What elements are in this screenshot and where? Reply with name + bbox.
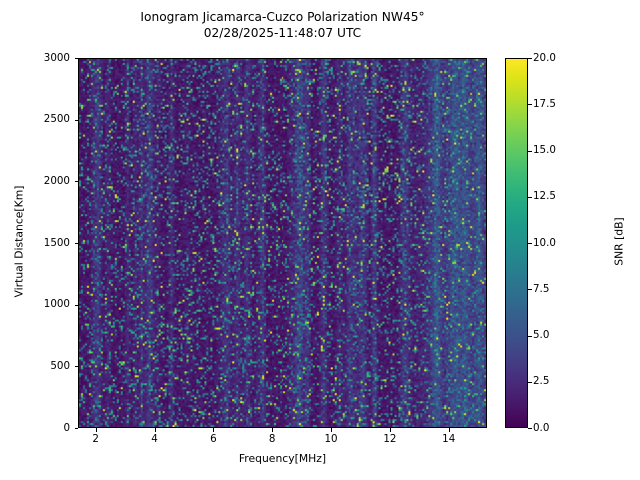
colorbar-ticklabel: 0.0: [533, 421, 550, 434]
y-tickmark: [74, 119, 78, 121]
colorbar-gradient: [505, 58, 528, 428]
colorbar-ticklabel: 2.5: [533, 375, 550, 388]
x-ticklabel: 10: [324, 433, 338, 445]
plot-title-line-2: 02/28/2025-11:48:07 UTC: [203, 25, 362, 40]
plot-title-line-1: Ionogram Jicamarca-Cuzco Polarization NW…: [140, 10, 425, 24]
y-tickmark: [74, 243, 78, 244]
colorbar-tickmark: [528, 104, 532, 106]
y-ticklabel: 2500: [43, 113, 70, 126]
y-tickmark: [74, 366, 78, 368]
x-ticklabel: 4: [151, 433, 158, 445]
x-ticklabel: 2: [92, 433, 99, 445]
ionogram-heatmap-canvas: [79, 59, 486, 427]
x-tickmark: [213, 428, 215, 432]
x-axis-label: Frequency[MHz]: [238, 452, 327, 465]
colorbar-tickmark: [528, 428, 532, 429]
colorbar-label: SNR [dB]: [612, 217, 626, 266]
x-tickmark: [389, 428, 391, 432]
colorbar-tickmark: [528, 335, 532, 337]
y-ticklabel: 500: [50, 359, 70, 372]
heatmap-axes: [78, 58, 487, 428]
y-tickmark: [74, 428, 78, 429]
colorbar-ticklabel: 7.5: [533, 282, 550, 295]
x-tickmark: [272, 428, 274, 432]
y-tickmark: [74, 181, 78, 183]
y-tickmark: [74, 58, 78, 59]
colorbar-ticklabel: 15.0: [533, 144, 556, 156]
colorbar-ticklabel: 12.5: [533, 190, 556, 203]
colorbar-tickmark: [528, 196, 532, 198]
colorbar-ticklabel: 5.0: [533, 329, 550, 341]
colorbar-tickmark: [528, 381, 532, 383]
y-ticklabel: 1500: [43, 236, 70, 249]
colorbar-tickmark: [528, 289, 532, 291]
y-ticklabel: 0: [63, 421, 70, 434]
x-tickmark: [448, 428, 450, 432]
x-tickmark: [154, 428, 156, 432]
y-ticklabel: 3000: [43, 51, 70, 64]
x-tickmark: [331, 428, 333, 432]
y-tickmark: [74, 304, 78, 306]
y-ticklabel: 1000: [43, 298, 70, 311]
plot-title: Ionogram Jicamarca-Cuzco Polarization NW…: [78, 10, 487, 41]
colorbar-tickmark: [528, 58, 532, 59]
y-axis-label: Virtual Distance[Km]: [12, 185, 26, 298]
colorbar-tickmark: [528, 243, 532, 244]
x-ticklabel: 14: [442, 433, 456, 445]
x-ticklabel: 6: [210, 433, 217, 445]
x-tickmark: [95, 428, 97, 432]
x-ticklabel: 12: [383, 433, 397, 445]
colorbar-ticklabel: 17.5: [533, 97, 556, 110]
x-ticklabel: 8: [268, 433, 276, 445]
colorbar-tickmark: [528, 150, 532, 152]
colorbar-ticklabel: 10.0: [533, 236, 556, 249]
colorbar-ticklabel: 20.0: [533, 51, 556, 64]
y-ticklabel: 2000: [43, 174, 70, 187]
